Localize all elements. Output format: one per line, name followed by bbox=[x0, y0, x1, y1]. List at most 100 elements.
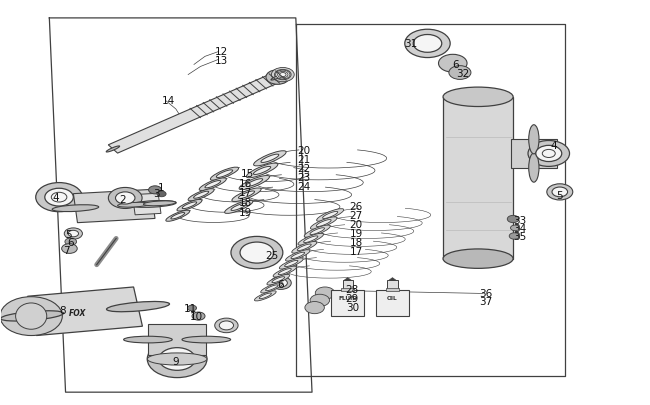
Ellipse shape bbox=[118, 203, 150, 208]
Ellipse shape bbox=[231, 204, 246, 211]
Ellipse shape bbox=[246, 179, 263, 187]
Ellipse shape bbox=[239, 176, 270, 190]
Ellipse shape bbox=[1, 311, 64, 321]
Circle shape bbox=[0, 297, 62, 336]
Text: 19: 19 bbox=[239, 207, 252, 217]
Ellipse shape bbox=[291, 253, 305, 259]
Ellipse shape bbox=[292, 242, 317, 254]
Ellipse shape bbox=[148, 353, 207, 365]
Text: 16: 16 bbox=[239, 178, 252, 188]
Circle shape bbox=[315, 287, 335, 299]
Text: FOX: FOX bbox=[68, 308, 86, 317]
Polygon shape bbox=[148, 324, 206, 355]
Text: 2: 2 bbox=[120, 194, 126, 204]
Ellipse shape bbox=[322, 212, 338, 219]
Ellipse shape bbox=[144, 201, 176, 206]
Ellipse shape bbox=[205, 181, 220, 188]
Text: 30: 30 bbox=[346, 303, 359, 312]
Polygon shape bbox=[344, 278, 352, 281]
Circle shape bbox=[214, 318, 238, 333]
Circle shape bbox=[405, 30, 450, 58]
Ellipse shape bbox=[311, 217, 337, 230]
Text: 13: 13 bbox=[214, 55, 228, 66]
Text: 22: 22 bbox=[298, 164, 311, 174]
Ellipse shape bbox=[304, 237, 318, 243]
Ellipse shape bbox=[246, 164, 278, 178]
Ellipse shape bbox=[266, 285, 278, 291]
Circle shape bbox=[272, 68, 294, 83]
Ellipse shape bbox=[297, 245, 311, 251]
Ellipse shape bbox=[310, 228, 324, 235]
Circle shape bbox=[109, 188, 142, 209]
Circle shape bbox=[192, 312, 205, 320]
Ellipse shape bbox=[298, 234, 324, 245]
Bar bbox=[387, 280, 398, 290]
Ellipse shape bbox=[124, 337, 172, 343]
Circle shape bbox=[266, 70, 289, 85]
Text: 5: 5 bbox=[66, 230, 72, 240]
Bar bbox=[332, 290, 364, 316]
Ellipse shape bbox=[16, 303, 47, 329]
Text: 26: 26 bbox=[350, 202, 363, 211]
Text: 24: 24 bbox=[298, 181, 311, 191]
Ellipse shape bbox=[304, 226, 330, 238]
Ellipse shape bbox=[194, 192, 209, 199]
Bar bbox=[386, 288, 399, 291]
Ellipse shape bbox=[166, 211, 190, 222]
Ellipse shape bbox=[107, 302, 170, 312]
Text: 35: 35 bbox=[513, 231, 526, 241]
Circle shape bbox=[278, 72, 288, 79]
Text: 20: 20 bbox=[350, 220, 363, 229]
Ellipse shape bbox=[199, 179, 226, 191]
Circle shape bbox=[148, 341, 207, 378]
Text: 11: 11 bbox=[183, 303, 197, 313]
Polygon shape bbox=[133, 194, 161, 215]
Text: 28: 28 bbox=[346, 285, 359, 295]
Circle shape bbox=[231, 237, 283, 269]
Text: 29: 29 bbox=[346, 294, 359, 304]
Text: 25: 25 bbox=[265, 250, 278, 260]
Ellipse shape bbox=[259, 293, 272, 299]
Ellipse shape bbox=[216, 171, 233, 178]
Ellipse shape bbox=[317, 220, 331, 227]
Circle shape bbox=[64, 228, 83, 240]
Ellipse shape bbox=[267, 275, 290, 285]
Text: 33: 33 bbox=[513, 215, 526, 225]
Ellipse shape bbox=[130, 201, 176, 208]
Circle shape bbox=[36, 183, 83, 212]
Ellipse shape bbox=[317, 209, 344, 222]
Ellipse shape bbox=[52, 205, 99, 212]
Ellipse shape bbox=[211, 168, 239, 181]
Circle shape bbox=[542, 150, 555, 158]
Circle shape bbox=[45, 189, 73, 207]
Circle shape bbox=[157, 192, 166, 197]
Circle shape bbox=[509, 233, 519, 240]
Ellipse shape bbox=[232, 188, 261, 202]
Ellipse shape bbox=[254, 167, 271, 175]
Text: OIL: OIL bbox=[387, 296, 398, 301]
Text: 20: 20 bbox=[298, 146, 311, 156]
Circle shape bbox=[274, 279, 287, 287]
Ellipse shape bbox=[182, 202, 197, 209]
Text: 27: 27 bbox=[350, 211, 363, 220]
Text: 23: 23 bbox=[298, 173, 311, 183]
Circle shape bbox=[219, 321, 233, 330]
Bar bbox=[341, 288, 354, 291]
Polygon shape bbox=[510, 140, 557, 168]
Text: 4: 4 bbox=[53, 193, 59, 202]
Text: 8: 8 bbox=[59, 306, 66, 315]
Circle shape bbox=[439, 55, 467, 73]
Circle shape bbox=[46, 190, 72, 206]
Ellipse shape bbox=[278, 269, 291, 275]
Text: 15: 15 bbox=[240, 168, 254, 179]
Polygon shape bbox=[109, 74, 282, 154]
Ellipse shape bbox=[528, 153, 539, 183]
Bar bbox=[376, 290, 409, 316]
Circle shape bbox=[413, 35, 442, 53]
Ellipse shape bbox=[443, 249, 513, 269]
Ellipse shape bbox=[188, 189, 214, 201]
Polygon shape bbox=[389, 278, 396, 281]
Text: 6: 6 bbox=[452, 60, 460, 70]
Ellipse shape bbox=[528, 126, 539, 154]
Ellipse shape bbox=[171, 213, 185, 220]
